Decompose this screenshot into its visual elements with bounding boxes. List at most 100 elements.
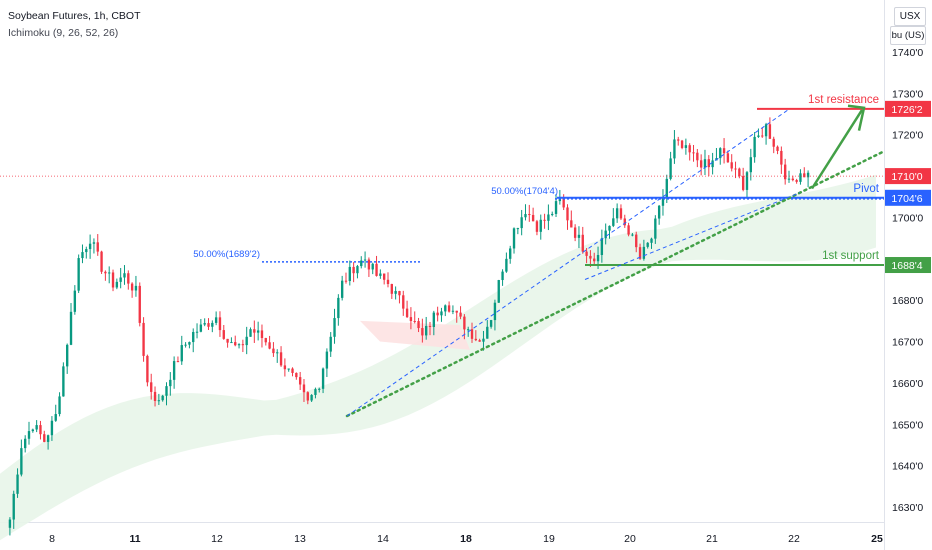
candle-body [711,160,714,168]
candle-body [623,218,626,226]
candle-body [749,157,752,173]
candle-body [119,277,122,282]
candle-body [585,251,588,256]
candle-body [237,344,241,346]
candle-body [379,273,382,276]
candle-body [62,366,65,397]
candle-body [85,249,88,253]
currency-button[interactable]: USX [894,7,926,26]
candle-body [329,336,332,352]
y-tick-label: 1730'0 [892,88,923,100]
candle-body [459,312,462,317]
candle-body [688,145,691,153]
ichimoku-cloud-bearish [360,320,470,350]
candle-body [405,308,409,318]
candle-body [12,493,15,520]
candle-body [272,348,275,354]
indicator-legend[interactable]: Ichimoku (9, 26, 52, 26) [8,27,119,39]
candle-body [489,320,493,327]
candle-body [176,361,180,363]
candle-body [581,234,584,252]
x-tick-label: 12 [211,533,223,545]
candle-body [375,263,378,276]
candle-body [699,160,703,168]
candle-body [604,230,607,239]
candle-body [463,316,466,330]
candle-body [161,395,164,401]
price-tag-pivot [885,189,931,206]
candle-body [528,214,531,216]
candle-body [741,176,745,190]
candle-body [39,425,42,435]
candle-body [340,280,344,298]
candle-body [409,317,413,322]
candle-body [46,435,50,442]
candle-body [111,272,115,288]
unit-button[interactable]: bu (US) [890,26,926,45]
candle-body [806,172,810,178]
candle-body [356,266,359,274]
candle-body [279,352,283,366]
candle-body [673,139,676,159]
candle-body [130,283,134,291]
candle-body [451,310,455,312]
candle-body [470,329,474,339]
candle-body [402,295,405,309]
candle-body [73,290,77,312]
candle-body [276,352,279,354]
candle-body [753,136,756,158]
candle-body [234,342,237,346]
candle-body [27,431,31,439]
candle-body [222,330,225,339]
candle-body [264,338,267,343]
candle-body [440,311,443,316]
candle-body [153,391,157,401]
candle-body [562,198,565,208]
candle-body [799,173,802,182]
candle-body [722,148,726,154]
candle-body [768,124,772,139]
y-tick-label: 1740'0 [892,47,923,59]
price-tag-support [885,257,931,274]
candle-body [8,519,12,528]
price-tag-label-support: 1688'4 [891,260,922,272]
candle-body [638,247,642,259]
candle-body [719,148,722,159]
candle-body [77,258,80,291]
candle-body [596,255,600,262]
candle-body [447,305,451,312]
candle-body [150,382,153,392]
candle-body [66,344,69,367]
candle-body [142,322,145,356]
candle-body [306,392,309,401]
candle-body [654,218,657,239]
candle-body [593,258,596,262]
projection-arrow-head [847,104,866,131]
candle-body [283,365,287,370]
candle-body [100,251,103,272]
candle-body [203,323,206,325]
candle-body [570,220,573,228]
candle-body [425,325,428,336]
candle-body [780,150,783,165]
candle-body [730,162,733,169]
candle-body [478,340,481,342]
candle-body [43,434,46,442]
candle-body [165,386,168,396]
x-tick-label: 22 [788,533,800,545]
candle-body [96,242,99,252]
candle-body [615,208,619,219]
candle-body [444,305,447,312]
price-tag-resistance [885,100,931,117]
candle-body [486,326,489,339]
candle-body [146,355,149,383]
x-tick-label: 19 [543,533,555,545]
candle-body [226,338,229,343]
x-tick-label: 20 [624,533,636,545]
candle-body [493,302,497,321]
candle-body [696,152,699,161]
candle-body [795,180,798,182]
candle-body [50,420,54,436]
candle-body [321,368,325,389]
